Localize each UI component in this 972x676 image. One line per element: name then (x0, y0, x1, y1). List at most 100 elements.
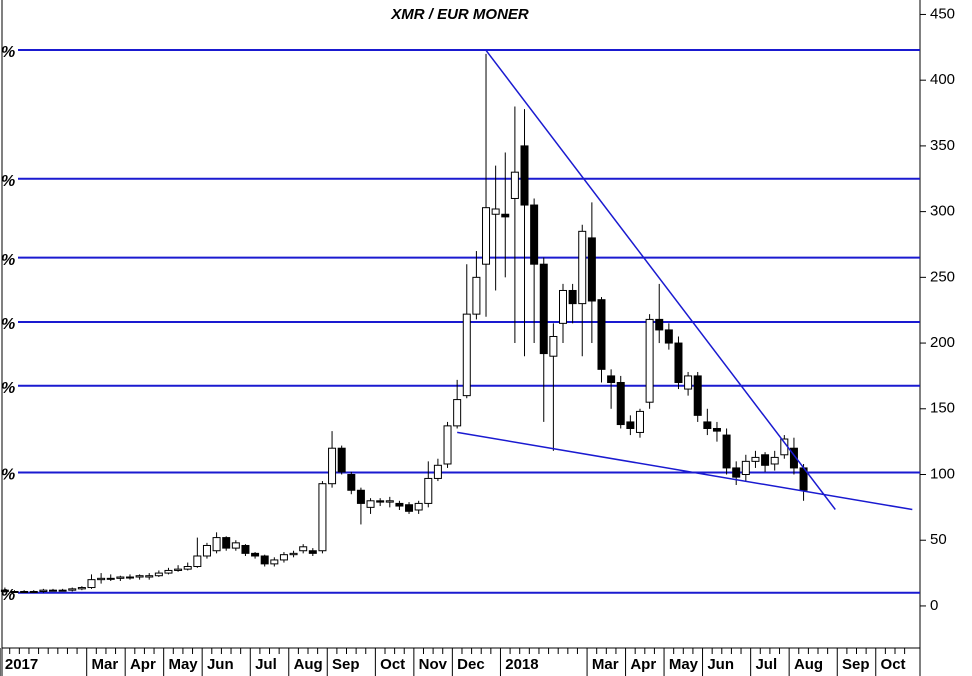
x-tick-label: Oct (380, 656, 405, 673)
candle-body (607, 375, 616, 383)
candle-body (510, 171, 519, 199)
candle-body (703, 421, 712, 429)
x-tick-label: Apr (130, 656, 156, 673)
candle-body (616, 381, 625, 426)
x-tick-label: Apr (630, 656, 656, 673)
candle-body (645, 318, 654, 403)
candle-body (770, 456, 779, 465)
candle-body (482, 207, 491, 265)
level-label: % (1, 380, 15, 397)
x-tick-label: Oct (881, 656, 906, 673)
x-tick-label: Mar (592, 656, 619, 673)
x-tick-label: May (669, 656, 699, 673)
candle-body (116, 576, 125, 579)
candle-body (106, 577, 115, 580)
level-label: % (1, 252, 15, 269)
candle-body (655, 318, 664, 331)
chart-title: XMR / EUR MONER (390, 6, 529, 23)
trendline (485, 49, 836, 510)
candle-body (299, 546, 308, 552)
candle-body (424, 477, 433, 504)
candle-body (491, 208, 500, 215)
candle-body (251, 552, 260, 557)
candle-body (443, 425, 452, 465)
candle-body (135, 575, 144, 578)
y-tick-label: 350 (930, 137, 955, 154)
candle-body (578, 230, 587, 305)
x-tick-label: Mar (91, 656, 118, 673)
candle-body (174, 568, 183, 571)
candle-body (684, 375, 693, 390)
candle-body (212, 537, 221, 552)
candle-body (693, 375, 702, 416)
y-tick-label: 400 (930, 71, 955, 88)
x-tick-label: Aug (794, 656, 823, 673)
candle-body (260, 555, 269, 565)
candle-body (587, 237, 596, 302)
candle-body (472, 276, 481, 315)
candle-body (501, 213, 510, 218)
y-tick-label: 150 (930, 400, 955, 417)
candle-body (751, 456, 760, 462)
y-tick-label: 100 (930, 465, 955, 482)
candle-body (0, 589, 9, 592)
x-tick-label: Dec (457, 656, 485, 673)
x-tick-label: 2017 (5, 656, 38, 673)
candle-body (712, 427, 721, 432)
x-tick-label: 2018 (505, 656, 538, 673)
y-tick-label: 0 (930, 597, 938, 614)
y-tick-label: 300 (930, 203, 955, 220)
x-tick-label: Sep (842, 656, 870, 673)
candle-body (405, 504, 414, 512)
candle-body (597, 299, 606, 370)
level-label: % (1, 44, 15, 61)
candle-body (385, 500, 394, 503)
candle-body (58, 589, 67, 592)
level-label: % (1, 467, 15, 484)
candle-body (722, 434, 731, 469)
candle-body (356, 489, 365, 504)
candle-body (193, 555, 202, 568)
x-tick-label: Nov (419, 656, 448, 673)
candle-body (635, 410, 644, 433)
candle-body (433, 464, 442, 479)
y-tick-label: 450 (930, 5, 955, 22)
candle-body (318, 483, 327, 552)
candle-body (674, 342, 683, 383)
candle-body (376, 500, 385, 503)
candle-body (559, 289, 567, 324)
candle-body (125, 576, 134, 579)
candle-body (414, 502, 423, 511)
candle-body (732, 467, 741, 478)
candle-body (202, 544, 211, 557)
candle-body (289, 552, 298, 556)
candle-body (462, 313, 471, 397)
candle-body (183, 566, 192, 570)
candle-body (366, 500, 375, 508)
y-tick-label: 200 (930, 334, 955, 351)
candle-body (568, 289, 577, 305)
x-tick-label: Jun (207, 656, 234, 673)
candle-body (164, 569, 173, 574)
candle-body (154, 572, 163, 577)
trendline (457, 431, 913, 511)
candle-body (29, 590, 38, 593)
candle-body (39, 589, 48, 592)
x-tick-label: May (168, 656, 198, 673)
x-tick-label: Jul (255, 656, 277, 673)
level-label: % (1, 316, 15, 333)
candle-body (539, 263, 548, 355)
candle-body (20, 590, 29, 593)
candle-body (549, 335, 558, 357)
level-label: % (1, 587, 15, 604)
candle-body (68, 588, 77, 591)
candle-body (77, 587, 86, 590)
candle-body (145, 575, 154, 578)
y-tick-label: 250 (930, 268, 955, 285)
candle-body (328, 447, 337, 485)
candle-body (97, 577, 106, 581)
candle-body (520, 145, 529, 206)
candle-body (626, 421, 635, 429)
x-tick-label: Jun (707, 656, 734, 673)
